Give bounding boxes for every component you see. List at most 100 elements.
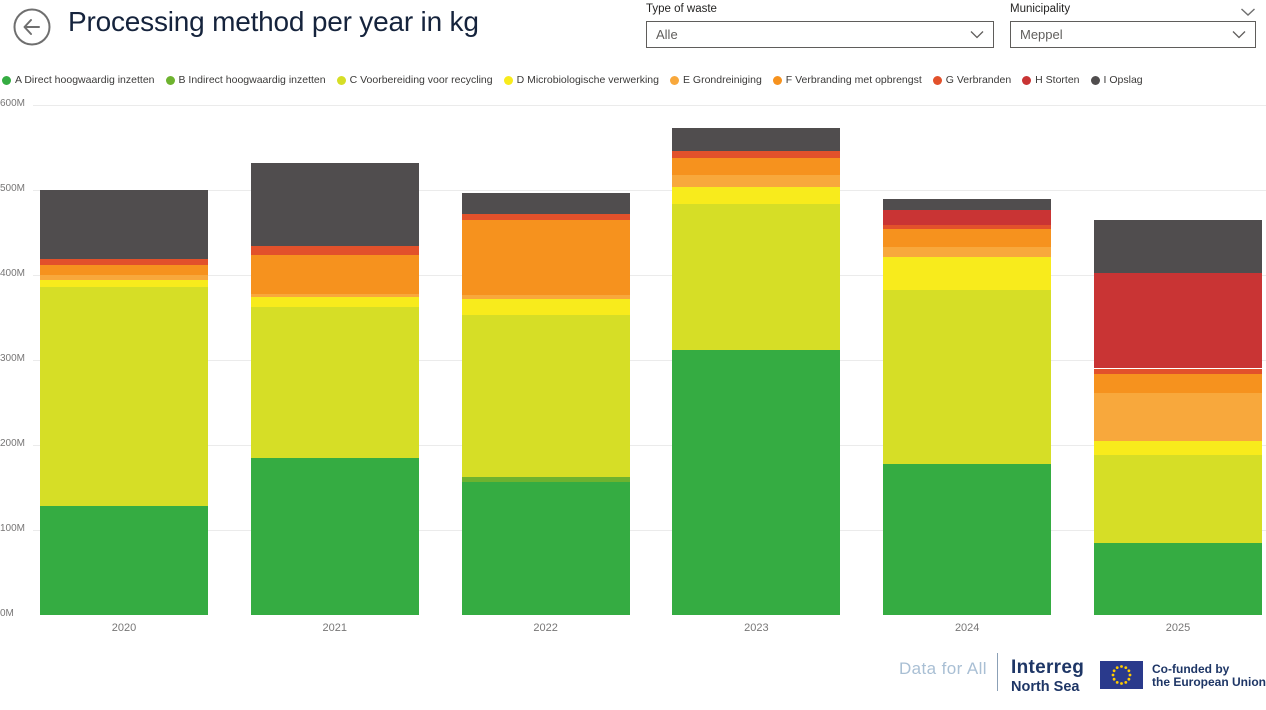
legend-item[interactable]: B Indirect hoogwaardig inzetten [165,74,326,86]
legend-dot-icon [772,75,782,85]
legend-item[interactable]: G Verbranden [932,74,1012,86]
gridline [33,275,1266,276]
filter-type-of-waste: Type of waste Alle [646,3,994,48]
interreg-subtitle: North Sea [1011,679,1080,695]
filter-municipality-dropdown[interactable]: Meppel [1010,21,1256,48]
interreg-wordmark: Interreg [1011,657,1085,678]
bar-segment[interactable] [40,506,208,615]
legend-item[interactable]: A Direct hoogwaardig inzetten [2,74,155,86]
bar-segment[interactable] [672,157,841,175]
legend-item[interactable]: E Grondreiniging [669,74,762,86]
bar-segment[interactable] [1094,455,1262,543]
eu-flag-icon [1100,661,1143,694]
gridline [33,445,1266,446]
back-arrow-icon [13,8,51,50]
bar-segment[interactable] [1094,542,1262,615]
bar-segment[interactable] [250,297,419,308]
bar-segment[interactable] [461,192,630,214]
x-axis-tick-label: 2025 [1165,622,1191,634]
y-axis-tick-label: 300M [0,353,26,364]
bar-segment[interactable] [883,246,1052,258]
legend-label: A Direct hoogwaardig inzetten [15,74,155,86]
bar-segment[interactable] [672,150,841,158]
filter-municipality: Municipality Meppel [1010,3,1256,48]
bar-segment[interactable] [672,174,841,188]
bar-segment[interactable] [250,307,419,458]
bar-segment[interactable] [1094,273,1262,369]
legend-label: G Verbranden [945,74,1012,86]
legend-item[interactable]: D Microbiologische verwerking [503,74,659,86]
gridline [33,530,1266,531]
legend-item[interactable]: I Opslag [1090,74,1143,86]
bar-segment[interactable] [883,290,1052,464]
footer-divider [997,653,998,691]
legend-item[interactable]: H Storten [1022,74,1080,86]
bar-segment[interactable] [40,275,208,281]
filter-municipality-value: Meppel [1020,27,1063,42]
legend-dot-icon [165,75,175,85]
bar-segment[interactable] [672,349,841,615]
chevron-down-icon [1232,26,1246,44]
bar-segment[interactable] [883,463,1052,615]
y-axis-tick-label: 600M [0,98,26,109]
gridline [33,360,1266,361]
filter-municipality-label: Municipality [1010,3,1071,15]
bar-segment[interactable] [461,294,630,299]
y-axis-tick-label: 200M [0,438,26,449]
legend-label: F Verbranding met opbrengst [785,74,922,86]
bar-segment[interactable] [250,162,419,247]
bar-segment[interactable] [461,213,630,220]
bar-segment[interactable] [883,257,1052,291]
bar-segment[interactable] [1094,373,1262,394]
eu-cofunded-line2: the European Union [1152,675,1266,689]
y-axis-tick-label: 500M [0,183,26,194]
bar-segment[interactable] [461,477,630,482]
bar-segment[interactable] [1094,393,1262,441]
legend-dot-icon [1022,75,1032,85]
legend-item[interactable]: F Verbranding met opbrengst [772,74,922,86]
bar-segment[interactable] [1094,368,1262,374]
legend-item[interactable]: C Voorbereiding voor recycling [336,74,493,86]
bar-segment[interactable] [40,190,208,259]
x-axis-tick-label: 2024 [954,622,980,634]
x-axis-tick-label: 2022 [533,622,558,634]
y-axis-tick-label: 0M [0,608,14,619]
bar-segment[interactable] [883,209,1052,225]
x-axis-tick-label: 2020 [111,622,137,634]
bar-segment[interactable] [250,254,419,294]
page-title: Processing method per year in kg [68,6,479,37]
legend-dot-icon [2,75,11,85]
bar-segment[interactable] [1094,440,1262,456]
legend-dot-icon [336,75,346,85]
bar-segment[interactable] [461,219,630,295]
bar-segment[interactable] [883,224,1052,230]
bar-segment[interactable] [40,258,208,265]
bar-segment[interactable] [672,203,841,350]
x-axis-tick-label: 2021 [322,622,348,634]
bar-segment[interactable] [883,198,1052,210]
bar-segment[interactable] [250,457,419,615]
bar-segment[interactable] [40,286,208,507]
bar-segment[interactable] [461,298,630,315]
filter-type-of-waste-dropdown[interactable]: Alle [646,21,994,48]
chevron-down-icon [970,26,984,44]
legend-label: C Voorbereiding voor recycling [349,74,493,86]
back-button[interactable] [13,8,51,46]
gridline [33,190,1266,191]
legend-dot-icon [503,75,513,85]
bar-segment[interactable] [883,229,1052,247]
bar-segment[interactable] [40,264,208,275]
bar-segment[interactable] [40,280,208,287]
filter-type-of-waste-label: Type of waste [646,3,717,15]
bar-segment[interactable] [1094,219,1262,274]
bar-segment[interactable] [461,314,630,478]
bar-segment[interactable] [672,127,841,151]
collapse-chevron-icon[interactable] [1240,4,1256,22]
chart-legend: A Direct hoogwaardig inzetten B Indirect … [2,74,1143,86]
bar-segment[interactable] [250,293,419,298]
bar-segment[interactable] [461,481,630,615]
eu-cofunded-text: Co-funded by the European Union [1152,663,1266,689]
bar-segment[interactable] [672,187,841,204]
bar-segment[interactable] [250,246,419,255]
x-axis-tick-label: 2023 [744,622,769,634]
